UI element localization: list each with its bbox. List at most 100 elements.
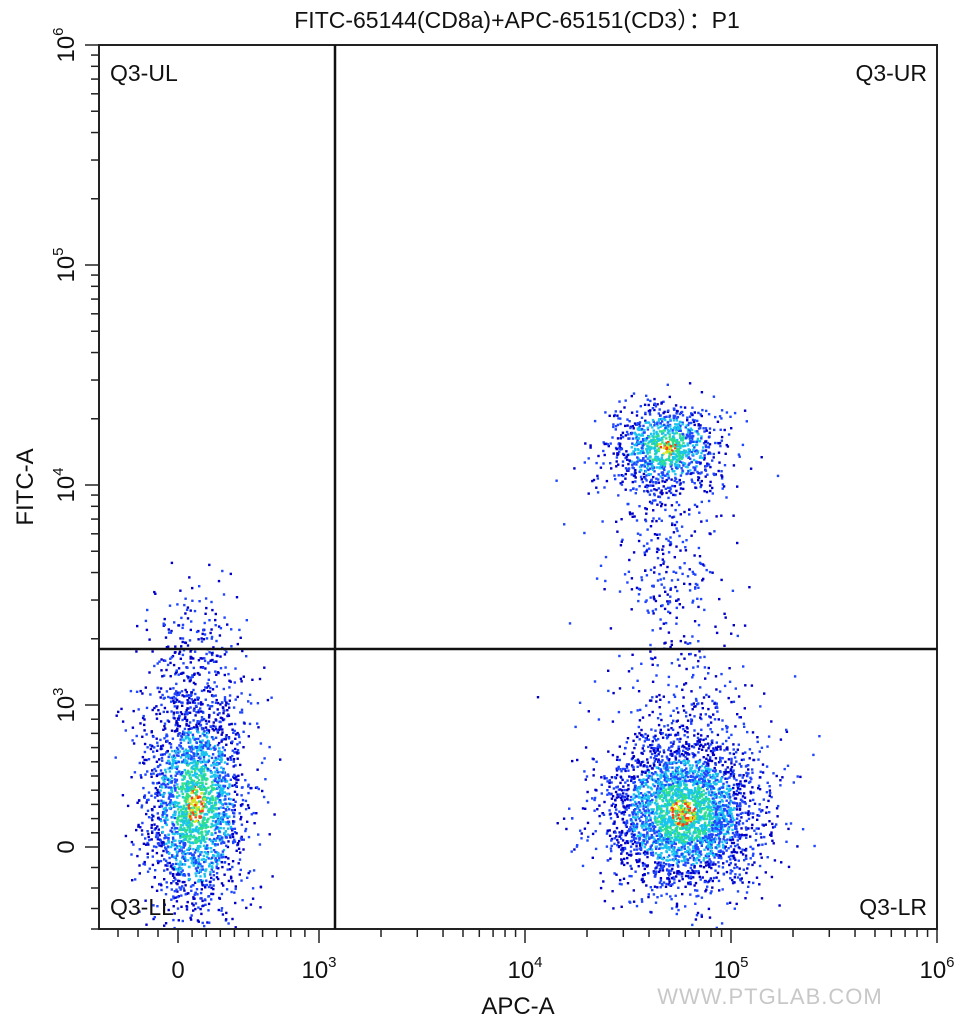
event-dot <box>171 867 174 870</box>
event-dot <box>175 746 179 750</box>
event-dot <box>211 783 214 787</box>
event-dot <box>192 785 195 788</box>
event-dot <box>201 868 204 871</box>
event-dot <box>164 801 168 805</box>
event-dot <box>203 792 207 795</box>
event-dot <box>177 754 180 757</box>
event-dot <box>184 790 187 793</box>
event-dot <box>183 799 186 802</box>
event-dot <box>209 816 212 819</box>
event-dot <box>214 859 217 862</box>
event-dot <box>220 740 223 743</box>
event-dot <box>615 465 618 468</box>
event-dot <box>710 788 713 791</box>
event-dot <box>660 760 663 764</box>
event-dot <box>199 812 202 815</box>
event-dot <box>660 402 663 405</box>
event-dot <box>248 722 252 726</box>
event-dot <box>688 462 691 465</box>
event-dot <box>726 445 730 448</box>
event-dot <box>225 918 228 921</box>
event-dot <box>654 845 657 848</box>
event-dot <box>677 425 681 429</box>
event-dot <box>704 781 707 785</box>
event-dot <box>730 757 733 761</box>
event-dot <box>174 771 178 774</box>
event-dot <box>624 467 628 470</box>
event-dot <box>658 467 661 470</box>
event-dot <box>673 479 676 482</box>
event-dot <box>204 741 207 744</box>
event-dot <box>162 843 166 846</box>
event-dot <box>667 474 670 477</box>
event-dot <box>200 726 204 730</box>
event-dot <box>214 770 217 773</box>
event-dot <box>222 884 225 887</box>
event-dot <box>660 732 663 736</box>
event-dot <box>196 753 200 756</box>
event-dot <box>692 466 695 469</box>
event-dot <box>631 431 634 435</box>
event-dot <box>215 822 219 825</box>
event-dot <box>194 769 197 772</box>
event-dot <box>159 789 162 792</box>
event-dot <box>260 761 264 765</box>
event-dot <box>164 768 167 772</box>
event-dot <box>147 798 150 801</box>
event-dot <box>208 707 211 710</box>
event-dot <box>174 651 177 654</box>
event-dot <box>659 578 662 581</box>
event-dot <box>163 722 167 725</box>
event-dot <box>637 831 641 834</box>
event-dot <box>608 785 611 788</box>
event-dot <box>169 865 173 868</box>
event-dot <box>644 455 648 458</box>
event-dot <box>139 826 142 829</box>
event-dot <box>177 693 181 696</box>
event-dot <box>671 452 675 456</box>
event-dot <box>635 519 639 522</box>
event-dot <box>195 808 199 812</box>
event-dot <box>191 819 194 823</box>
event-dot <box>745 836 748 839</box>
event-dot <box>188 711 192 714</box>
event-dot <box>135 690 139 693</box>
event-dot <box>657 753 660 756</box>
event-dot <box>614 410 617 413</box>
event-dot <box>172 838 175 841</box>
event-dot <box>187 730 190 734</box>
event-dot <box>207 847 210 850</box>
event-dot <box>664 508 667 512</box>
event-dot <box>648 436 651 439</box>
event-dot <box>695 699 698 702</box>
event-dot <box>205 637 209 640</box>
event-dot <box>231 827 234 831</box>
event-dot <box>193 759 196 762</box>
event-dot <box>619 768 622 771</box>
event-dot <box>215 872 219 875</box>
event-dot <box>656 439 660 442</box>
event-dot <box>214 815 218 818</box>
event-dot <box>189 857 193 860</box>
event-dot <box>169 657 172 660</box>
event-dot <box>209 871 212 874</box>
event-dot <box>728 793 731 796</box>
event-dot <box>236 695 239 699</box>
event-dot <box>599 564 603 567</box>
event-dot <box>166 782 170 786</box>
event-dot <box>197 737 200 741</box>
event-dot <box>195 753 198 756</box>
event-dot <box>631 466 634 469</box>
event-dot <box>679 487 683 490</box>
event-dot <box>186 811 189 814</box>
event-dot <box>237 733 240 736</box>
event-dot <box>740 758 744 762</box>
event-dot <box>636 452 639 455</box>
event-dot <box>219 822 222 826</box>
event-dot <box>194 698 197 701</box>
event-dot <box>190 806 193 810</box>
event-dot <box>665 491 668 495</box>
event-dot <box>708 822 711 825</box>
event-dot <box>668 395 671 399</box>
event-dot <box>170 826 174 830</box>
